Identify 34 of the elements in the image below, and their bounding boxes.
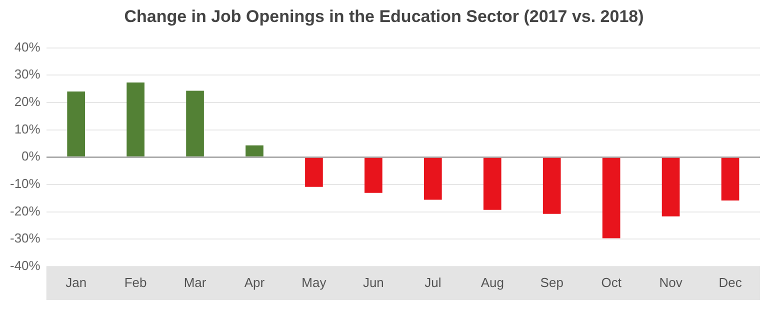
x-tick-label: Nov [659, 274, 683, 290]
y-tick-label: -20% [10, 203, 41, 218]
bar [542, 158, 561, 214]
y-tick-label: -40% [10, 258, 41, 273]
chart-title: Change in Job Openings in the Education Sector (2017 vs. 2018) [123, 6, 645, 28]
y-tick-label: -30% [10, 230, 41, 246]
y-tick-label: 20% [14, 94, 41, 110]
x-tick-label: Feb [124, 274, 147, 290]
bar [364, 158, 382, 193]
x-tick-label: Jan [66, 274, 87, 290]
y-tick-label: -10% [10, 176, 41, 192]
bar [424, 158, 442, 200]
bar [483, 158, 502, 210]
y-tick-label: 10% [14, 121, 41, 136]
y-tick-label: 30% [14, 66, 41, 82]
bar [126, 82, 144, 156]
x-tick-label: Jun [362, 274, 384, 290]
x-tick-label: Oct [601, 274, 622, 290]
x-tick-label: Mar [184, 274, 207, 290]
bar [246, 145, 264, 156]
bar [305, 158, 323, 187]
bar [721, 158, 740, 201]
y-tick-label: 40% [14, 39, 41, 54]
bar [602, 158, 620, 238]
x-tick-label: May [302, 274, 327, 290]
x-tick-label: Apr [244, 274, 266, 290]
x-tick-label: Jul [424, 274, 442, 290]
x-tick-label: Sep [540, 274, 564, 290]
y-tick-label: 0% [22, 148, 41, 164]
bar [662, 158, 680, 216]
bar [186, 90, 204, 156]
x-tick-label: Dec [718, 274, 742, 290]
bar [67, 92, 86, 156]
x-tick-label: Aug [480, 274, 504, 290]
